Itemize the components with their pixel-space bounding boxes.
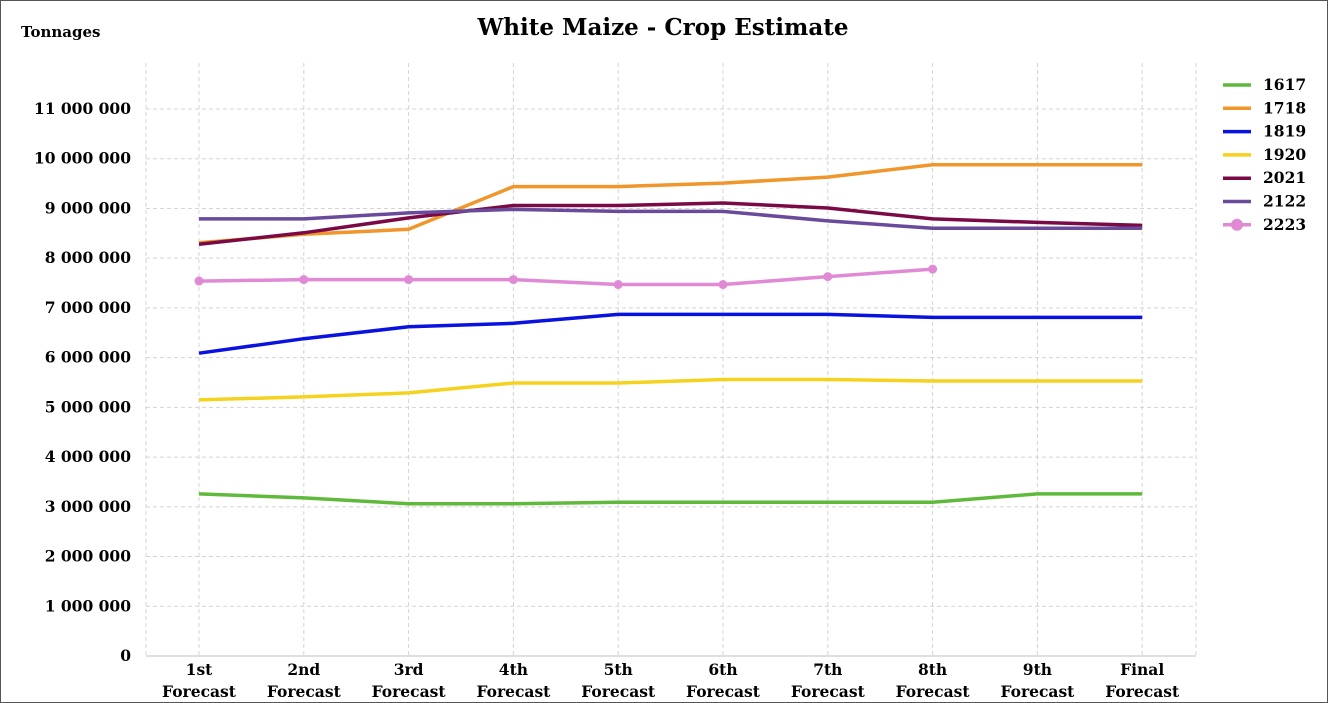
legend-label: 2122 (1263, 192, 1306, 211)
legend-item-1617: 1617 (1223, 75, 1306, 94)
series-line-1920 (198, 377, 1143, 402)
y-tick-label: 5 000 000 (45, 397, 132, 416)
y-tick-label: 1 000 000 (45, 596, 132, 615)
y-tick-label: 2 000 000 (45, 547, 132, 566)
x-tick-label: 4th Forecast (476, 660, 551, 701)
legend: 1617 1718 1819 1920 2021 2122 2223 (1223, 75, 1306, 234)
x-tick-label: Final Forecast (1105, 660, 1180, 701)
legend-label: 1920 (1263, 145, 1306, 164)
legend-marker (1231, 218, 1243, 231)
legend-item-1920: 1920 (1223, 145, 1306, 164)
series-line-1819 (198, 312, 1143, 355)
data-point-2223 (299, 275, 309, 285)
data-point-2223 (194, 276, 204, 286)
chart-title: White Maize - Crop Estimate (476, 14, 848, 41)
y-tick-label: 3 000 000 (45, 497, 132, 516)
legend-label: 1617 (1263, 75, 1306, 94)
x-tick-label: 5th Forecast (581, 660, 656, 701)
data-point-2223 (404, 275, 414, 285)
legend-label: 2223 (1263, 215, 1306, 234)
series-line-2223 (198, 267, 933, 287)
x-tick-label: 1st Forecast (162, 660, 237, 701)
y-tick-label: 4 000 000 (45, 447, 132, 466)
x-tick-label: 3rd Forecast (372, 660, 447, 701)
legend-item-2122: 2122 (1223, 192, 1306, 211)
y-tick-label: 9 000 000 (45, 198, 132, 217)
y-tick-label: 11 000 000 (34, 99, 131, 118)
grid (145, 63, 1197, 656)
y-tick-label: 7 000 000 (45, 298, 132, 317)
y-tick-label: 6 000 000 (45, 348, 132, 367)
series-line-2021 (198, 201, 1143, 247)
series-line-1718 (198, 162, 1143, 245)
legend-item-1819: 1819 (1223, 122, 1306, 141)
data-point-2223 (718, 280, 728, 290)
x-tick-label: 9th Forecast (1000, 660, 1075, 701)
x-tick-label: 8th Forecast (896, 660, 971, 701)
legend-label: 1819 (1263, 122, 1306, 141)
series-lines (194, 162, 1143, 506)
legend-item-2021: 2021 (1223, 168, 1306, 187)
legend-label: 1718 (1263, 98, 1306, 117)
y-tick-label: 0 (120, 646, 131, 665)
y-tick-label: 10 000 000 (34, 149, 131, 168)
series-line-2122 (199, 207, 1143, 231)
y-tick-label: 8 000 000 (45, 248, 132, 267)
x-tick-label: 6th Forecast (686, 660, 761, 701)
y-axis-label: Tonnages (21, 23, 100, 41)
axes: 0 1 000 000 2 000 000 3 000 000 4 000 000 5 0… (34, 99, 1196, 701)
legend-item-1718: 1718 (1223, 98, 1306, 117)
series-line-1617 (198, 492, 1143, 506)
data-point-2223 (613, 280, 623, 290)
legend-item-2223: 2223 (1223, 215, 1306, 234)
legend-label: 2021 (1263, 168, 1306, 187)
data-point-2223 (823, 272, 833, 282)
x-tick-label: 7th Forecast (791, 660, 866, 701)
data-point-2223 (928, 264, 938, 274)
x-tick-label: 2nd Forecast (267, 660, 342, 701)
data-point-2223 (508, 275, 518, 285)
